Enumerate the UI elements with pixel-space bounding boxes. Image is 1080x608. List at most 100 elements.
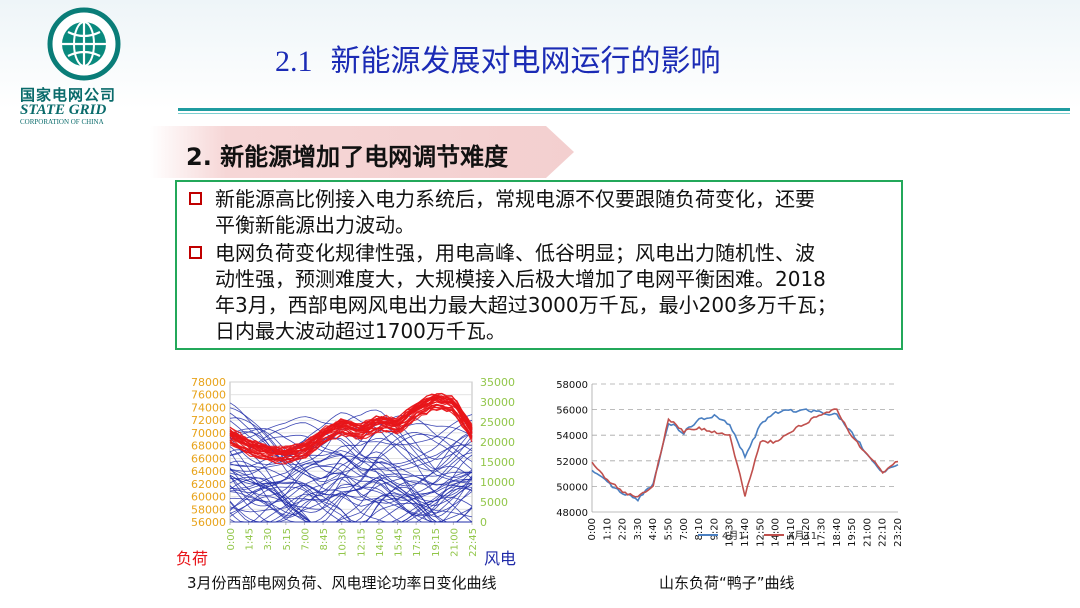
y-left-tick-label: 60000 [191,491,226,504]
wind-series-line [229,412,473,471]
bullet-text: 电网负荷变化规律性强，用电高峰、低谷明显；风电出力随机性、波 动性强，预测难度大… [215,241,837,343]
x-tick-label: 5:50 [664,518,675,540]
x-tick-label: 19:50 [847,518,858,547]
x-tick-label: 11:40 [740,518,751,547]
y-left-tick-label: 70000 [191,427,226,440]
section-number: 2.1 [275,45,313,78]
slide-title: 2.1 新能源发展对电网运行的影响 [275,36,721,80]
x-tick-label: 16:20 [801,518,812,547]
x-tick-label: 3:30 [633,518,644,540]
y-right-tick-label: 5000 [480,496,508,509]
chart-caption-left: 3月份西部电网负荷、风电理论功率日变化曲线 [187,574,497,592]
y-right-tick-label: 30000 [480,396,515,409]
x-tick-label: 1:10 [602,518,613,540]
y-tick-label: 56000 [556,406,588,417]
wind-series-line [229,437,473,485]
bullet-text: 新能源高比例接入电力系统后，常规电源不仅要跟随负荷变化，还要 平衡新能源出力波动… [215,187,815,237]
wind-series-line [229,471,473,503]
wind-series-line [229,474,473,516]
x-tick-label: 15:45 [394,528,405,557]
duck-series-line [591,408,899,498]
y-left-tick-label: 58000 [191,503,226,516]
y-right-tick-label: 25000 [480,416,515,429]
wind-series-line [229,428,473,478]
y-left-tick-label: 76000 [191,389,226,402]
load-series-line [229,399,473,457]
y-left-tick-label: 74000 [191,401,226,414]
load-series-line [229,393,473,449]
load-series-line [229,392,473,449]
load-series-line [229,401,473,457]
bullet-item: 电网负荷变化规律性强，用电高峰、低谷明显；风电出力随机性、波 动性强，预测难度大… [189,240,889,344]
x-tick-label: 22:45 [468,528,479,557]
y-tick-label: 54000 [556,431,588,442]
load-wind-chart: 7800076000740007200070000680006600064000… [176,376,516,568]
load-series-line [229,404,473,461]
y-left-tick-label: 68000 [191,440,226,453]
bullet-item: 新能源高比例接入电力系统后，常规电源不仅要跟随负荷变化，还要 平衡新能源出力波动… [189,186,889,238]
chart-caption-right: 山东负荷“鸭子”曲线 [659,574,795,592]
x-tick-label: 12:50 [755,518,766,547]
x-tick-label: 14:00 [375,528,386,557]
y-tick-label: 48000 [556,508,588,519]
y-left-tick-label: 78000 [191,376,226,389]
y-left-tick-label: 72000 [191,414,226,427]
state-grid-logo: 国家电网公司 STATE GRID CORPORATION OF CHINA [14,4,154,126]
y-right-tick-label: 20000 [480,436,515,449]
logo-name-en: STATE GRID [20,102,107,118]
globe-emblem-icon [47,7,121,81]
y-tick-label: 50000 [556,482,588,493]
y-tick-label: 58000 [556,380,588,391]
y-right-tick-label: 10000 [480,476,515,489]
x-tick-label: 8:45 [319,528,330,550]
subheading: 2. 新能源增加了电网调节难度 [186,143,509,171]
wind-series-line [229,464,473,498]
legend-label: 4月1 [722,530,745,542]
bullet-box: 新能源高比例接入电力系统后，常规电源不仅要跟随负荷变化，还要 平衡新能源出力波动… [175,180,903,350]
x-tick-label: 14:00 [771,518,782,547]
wind-series-line [229,469,473,502]
x-tick-label: 18:40 [832,518,843,547]
wind-series-line [229,452,473,497]
wind-series-line [229,428,473,491]
title-divider-thin [178,113,1070,114]
y-right-tick-label: 35000 [480,376,515,389]
y-left-tick-label: 62000 [191,478,226,491]
y-left-axis-label: 负荷 [176,549,208,568]
x-tick-label: 15:10 [786,518,797,547]
wind-series-line [229,449,473,518]
wind-series-line [229,419,473,465]
load-series-line [229,404,473,460]
square-bullet-icon [189,192,202,205]
x-tick-label: 1:45 [245,528,256,550]
x-tick-label: 0:00 [226,528,237,550]
x-tick-label: 17:30 [817,518,828,547]
x-tick-label: 4:40 [648,518,659,540]
x-tick-label: 10:30 [725,518,736,547]
x-tick-label: 3:30 [263,528,274,550]
y-right-tick-label: 15000 [480,456,515,469]
x-tick-label: 21:00 [449,528,460,557]
x-tick-label: 23:20 [893,518,904,547]
subheading-banner: 2. 新能源增加了电网调节难度 [150,126,574,178]
logo-name-cn: 国家电网公司 [20,86,117,104]
load-series-line [229,398,473,455]
y-right-axis-label: 风电 [484,549,516,568]
wind-series-line [229,417,473,480]
x-tick-label: 10:30 [338,528,349,557]
wind-series-line [229,407,473,479]
title-text: 新能源发展对电网运行的影响 [330,44,721,79]
y-right-tick-label: 0 [480,516,487,529]
title-divider [178,108,1070,111]
y-tick-label: 52000 [556,457,588,468]
x-tick-label: 0:00 [587,518,598,540]
y-left-tick-label: 56000 [191,516,226,529]
x-tick-label: 2:20 [618,518,629,540]
wind-series-line [229,493,473,523]
wind-series-line [229,437,473,485]
legend-label: 4月11 [788,530,817,542]
x-tick-label: 21:00 [862,518,873,547]
x-tick-label: 12:15 [356,528,367,557]
wind-series-line [229,497,473,523]
